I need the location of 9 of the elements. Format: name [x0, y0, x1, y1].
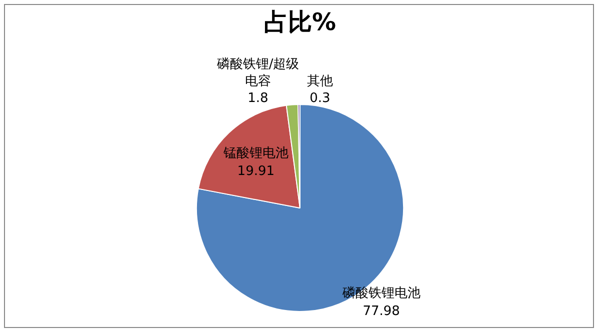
data-label: 0.3 [310, 90, 330, 106]
chart-title: 占比% [262, 7, 338, 38]
data-label: 77.98 [362, 304, 400, 320]
data-label: 19.91 [237, 164, 275, 179]
slice-label: 磷酸铁锂电池 [341, 286, 420, 302]
slice-label: 锰酸锂电池 [222, 146, 288, 161]
data-label: 1.8 [248, 90, 268, 106]
slice-label: 其他 [307, 74, 333, 89]
slice-label: 磷酸铁锂/超级电容 [216, 56, 300, 89]
